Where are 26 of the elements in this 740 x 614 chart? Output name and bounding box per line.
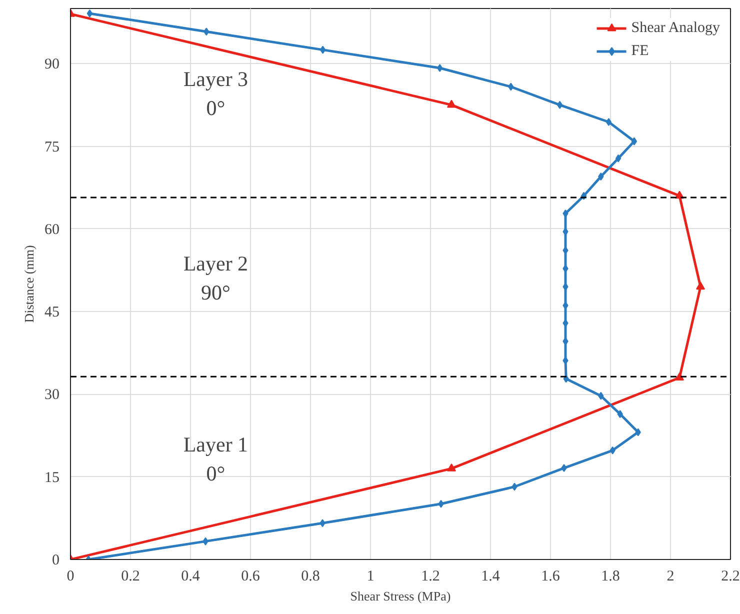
y-tick-label: 0 (52, 552, 60, 568)
x-tick-label: 1.6 (541, 568, 560, 584)
x-tick-label: 0.8 (301, 568, 320, 584)
y-tick-label: 30 (44, 387, 60, 404)
x-tick-label: 2 (666, 568, 674, 584)
y-tick-label: 75 (44, 139, 60, 156)
legend-label: Shear Analogy (631, 20, 720, 36)
x-tick-label: 1.2 (421, 568, 440, 584)
annotation: Layer 3 0° (183, 67, 248, 120)
x-tick-label: 2.2 (721, 568, 740, 584)
x-tick-label: 0.2 (121, 568, 140, 584)
y-tick-label: 60 (44, 222, 60, 238)
x-tick-label: 0.6 (241, 568, 260, 584)
annotation: Layer 1 0° (183, 432, 248, 486)
x-tick-label: 1 (366, 568, 374, 584)
x-tick-label: 1.4 (481, 568, 500, 584)
y-tick-label: 45 (44, 304, 60, 321)
legend-label: FE (631, 42, 650, 60)
x-tick-label: 0 (66, 568, 74, 584)
y-tick-label: 15 (44, 470, 60, 486)
y-tick-label: 90 (44, 56, 60, 73)
x-axis-title: Shear Stress (MPa) (350, 588, 451, 604)
y-axis-title: Distance (mm) (22, 245, 36, 323)
x-tick-label: 0.4 (181, 568, 200, 584)
annotation: Layer 2 90° (183, 252, 248, 304)
x-tick-label: 1.8 (601, 568, 620, 584)
